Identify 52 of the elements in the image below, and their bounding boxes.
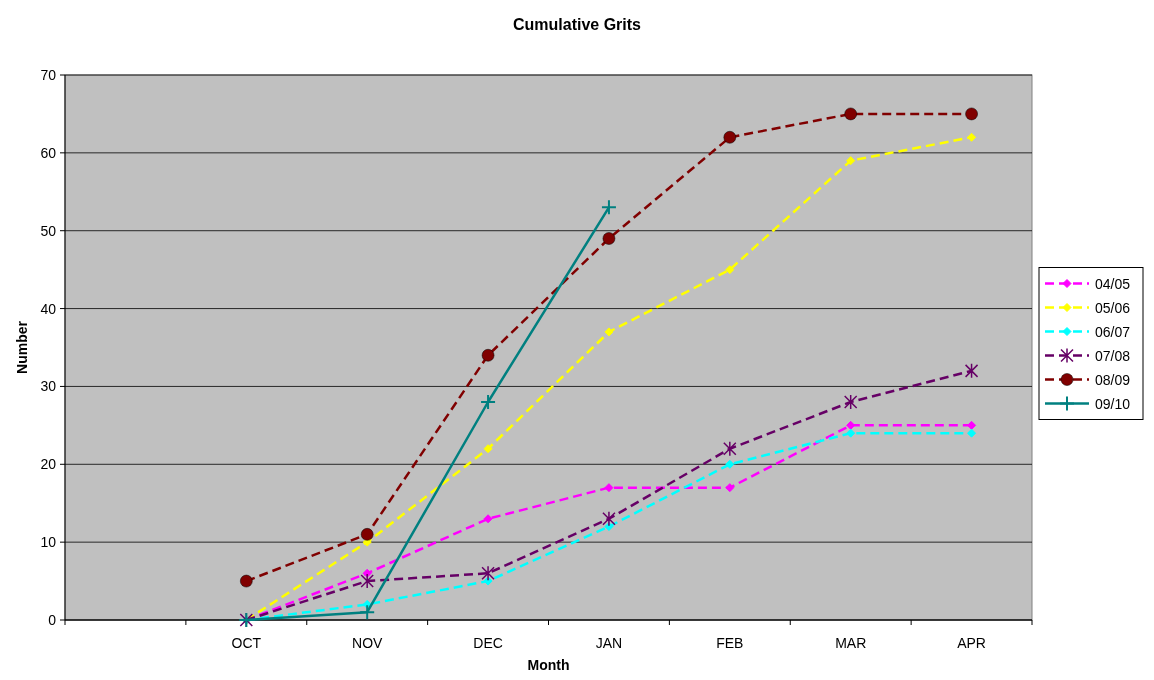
- x-tick-label: OCT: [231, 635, 262, 651]
- y-tick-label: 10: [40, 534, 57, 551]
- legend-label: 04/05: [1095, 275, 1131, 292]
- point: [602, 232, 616, 245]
- legend-label: 05/06: [1095, 299, 1131, 316]
- point: [967, 420, 977, 430]
- x-tick-label: MAR: [835, 635, 867, 651]
- point: [360, 605, 375, 620]
- y-tick-label: 60: [40, 144, 57, 161]
- point: [481, 349, 495, 362]
- legend-label: 09/10: [1095, 395, 1131, 412]
- x-axis-title: Month: [527, 657, 570, 673]
- point: [723, 131, 737, 144]
- y-axis-title: Number: [14, 320, 30, 374]
- y-tick-label: 70: [40, 67, 57, 83]
- point: [481, 395, 496, 409]
- y-tick-label: 50: [40, 222, 57, 239]
- point: [967, 132, 977, 142]
- x-tick-label: DEC: [473, 635, 503, 651]
- point: [964, 363, 979, 379]
- point: [846, 156, 856, 166]
- point: [725, 459, 735, 469]
- point: [483, 514, 493, 524]
- point: [602, 511, 616, 527]
- point: [846, 428, 856, 438]
- legend-label: 07/08: [1095, 347, 1131, 364]
- chart-title: Cumulative Grits: [512, 16, 642, 33]
- point: [483, 444, 493, 454]
- point: [725, 483, 735, 493]
- y-tick-label: 30: [40, 378, 57, 395]
- point: [604, 483, 614, 493]
- y-tick-label: 20: [40, 456, 57, 473]
- point: [965, 107, 978, 121]
- point: [240, 574, 253, 588]
- point: [725, 265, 735, 275]
- point: [843, 394, 858, 410]
- x-tick-label: JAN: [595, 635, 623, 651]
- point: [604, 327, 614, 337]
- point: [360, 573, 374, 589]
- point: [601, 200, 616, 215]
- point: [481, 565, 495, 582]
- point: [723, 440, 737, 457]
- x-tick-label: NOV: [352, 635, 384, 651]
- x-tick-label: APR: [957, 635, 986, 651]
- point: [844, 107, 857, 121]
- y-tick-label: 40: [40, 300, 57, 317]
- point: [360, 528, 374, 541]
- x-tick-label: FEB: [716, 635, 744, 651]
- legend-label: 08/09: [1095, 371, 1131, 388]
- point: [967, 428, 977, 438]
- y-tick-label: 0: [48, 612, 57, 628]
- legend-label: 06/07: [1095, 323, 1131, 340]
